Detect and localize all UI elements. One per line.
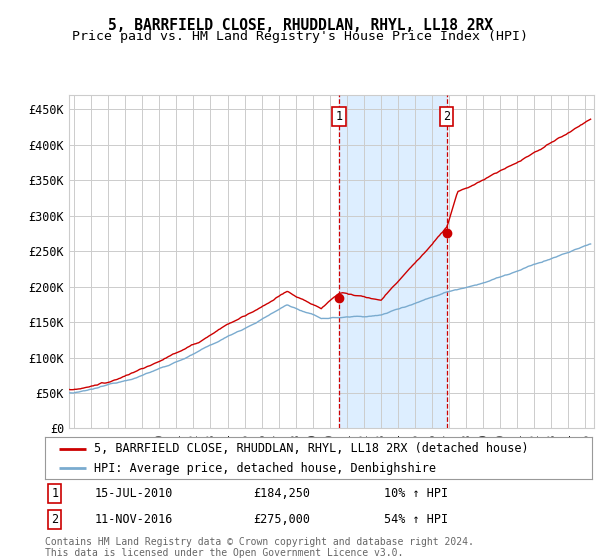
Text: 5, BARRFIELD CLOSE, RHUDDLAN, RHYL, LL18 2RX: 5, BARRFIELD CLOSE, RHUDDLAN, RHYL, LL18… [107, 18, 493, 33]
Text: 10% ↑ HPI: 10% ↑ HPI [384, 487, 448, 500]
Text: 2: 2 [51, 512, 58, 526]
Text: 1: 1 [335, 110, 343, 123]
Text: 5, BARRFIELD CLOSE, RHUDDLAN, RHYL, LL18 2RX (detached house): 5, BARRFIELD CLOSE, RHUDDLAN, RHYL, LL18… [94, 442, 529, 455]
Bar [339, 95, 447, 428]
Text: 15-JUL-2010: 15-JUL-2010 [94, 487, 173, 500]
Text: 54% ↑ HPI: 54% ↑ HPI [384, 512, 448, 526]
Text: 1: 1 [51, 487, 58, 500]
Text: 11-NOV-2016: 11-NOV-2016 [94, 512, 173, 526]
Text: Contains HM Land Registry data © Crown copyright and database right 2024.
This d: Contains HM Land Registry data © Crown c… [45, 537, 474, 558]
Text: 2: 2 [443, 110, 451, 123]
Text: £275,000: £275,000 [253, 512, 310, 526]
Text: HPI: Average price, detached house, Denbighshire: HPI: Average price, detached house, Denb… [94, 462, 436, 475]
Text: £184,250: £184,250 [253, 487, 310, 500]
Text: Price paid vs. HM Land Registry's House Price Index (HPI): Price paid vs. HM Land Registry's House … [72, 30, 528, 44]
